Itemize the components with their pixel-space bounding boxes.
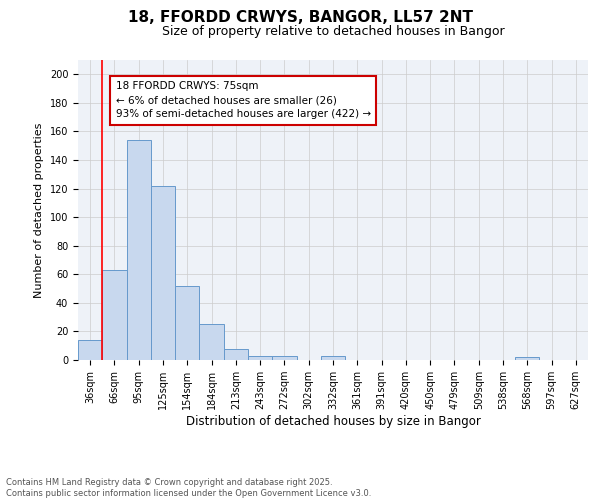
Bar <box>151 186 175 360</box>
Bar <box>78 340 102 360</box>
Bar <box>175 286 199 360</box>
Text: 18, FFORDD CRWYS, BANGOR, LL57 2NT: 18, FFORDD CRWYS, BANGOR, LL57 2NT <box>128 10 473 25</box>
Text: 18 FFORDD CRWYS: 75sqm
← 6% of detached houses are smaller (26)
93% of semi-deta: 18 FFORDD CRWYS: 75sqm ← 6% of detached … <box>116 82 371 120</box>
Bar <box>272 356 296 360</box>
X-axis label: Distribution of detached houses by size in Bangor: Distribution of detached houses by size … <box>185 415 481 428</box>
Bar <box>199 324 224 360</box>
Bar <box>127 140 151 360</box>
Y-axis label: Number of detached properties: Number of detached properties <box>34 122 44 298</box>
Title: Size of property relative to detached houses in Bangor: Size of property relative to detached ho… <box>161 25 505 38</box>
Text: Contains HM Land Registry data © Crown copyright and database right 2025.
Contai: Contains HM Land Registry data © Crown c… <box>6 478 371 498</box>
Bar <box>248 356 272 360</box>
Bar <box>102 270 127 360</box>
Bar <box>321 356 345 360</box>
Bar <box>515 357 539 360</box>
Bar <box>224 348 248 360</box>
